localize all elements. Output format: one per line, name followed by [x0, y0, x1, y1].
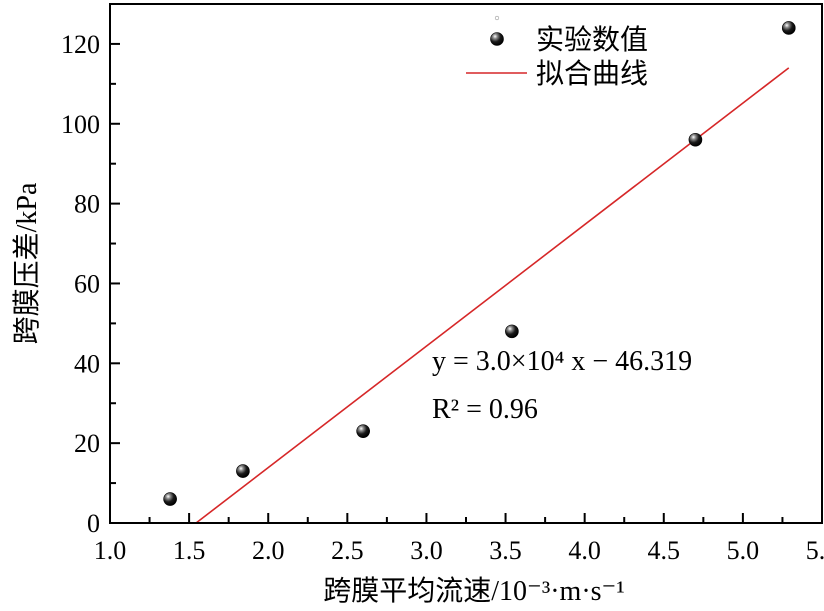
legend: 实验数值 拟合曲线 [466, 15, 648, 90]
x-axis-title: 跨膜平均流速/10⁻³·m·s⁻¹ [323, 575, 624, 607]
y-tick-label: 0 [87, 509, 100, 538]
x-tick-label: 2.0 [252, 536, 285, 565]
legend-entry-scatter: 实验数值 [536, 23, 648, 56]
fit-annotation: y = 3.0×10⁴ x − 46.319 R² = 0.96 [432, 346, 692, 425]
x-tick-label: 4.0 [568, 536, 601, 565]
data-point [163, 492, 177, 506]
data-point [356, 424, 370, 438]
y-tick-label: 100 [61, 110, 100, 139]
x-tick-label: 3.5 [489, 536, 522, 565]
data-point [688, 132, 703, 147]
x-tick-label: 1.5 [173, 536, 206, 565]
y-tick-label: 40 [74, 349, 100, 378]
y-tick-label: 120 [61, 30, 100, 59]
data-point [781, 21, 796, 35]
equation-label: y = 3.0×10⁴ x − 46.319 [432, 346, 692, 377]
chart-marks: 1.0 1.5 2.0 2.5 3.0 3.5 4.0 4.5 5.0 5.5 0 20 40 60 80 1… [61, 21, 824, 565]
x-tick-label: 4.5 [648, 536, 681, 565]
legend-dot-small [494, 15, 500, 21]
r2-label: R² = 0.96 [432, 394, 538, 425]
x-tick-label: 5.5 [806, 536, 824, 565]
plot-frame [109, 3, 823, 524]
x-tick-label: 1.0 [94, 536, 127, 565]
data-point [236, 464, 250, 478]
legend-entry-line: 拟合曲线 [536, 57, 648, 90]
y-axis-title: 跨膜压差/kPa [11, 182, 43, 344]
y-tick-label: 20 [74, 429, 100, 458]
x-tick-label: 2.5 [331, 536, 364, 565]
y-tick-label: 80 [74, 190, 100, 219]
x-tick-label: 3.0 [410, 536, 443, 565]
x-tick-label: 5.0 [727, 536, 760, 565]
y-tick-label: 60 [74, 269, 100, 298]
legend-marker-scatter [490, 32, 504, 46]
data-point [505, 324, 519, 339]
